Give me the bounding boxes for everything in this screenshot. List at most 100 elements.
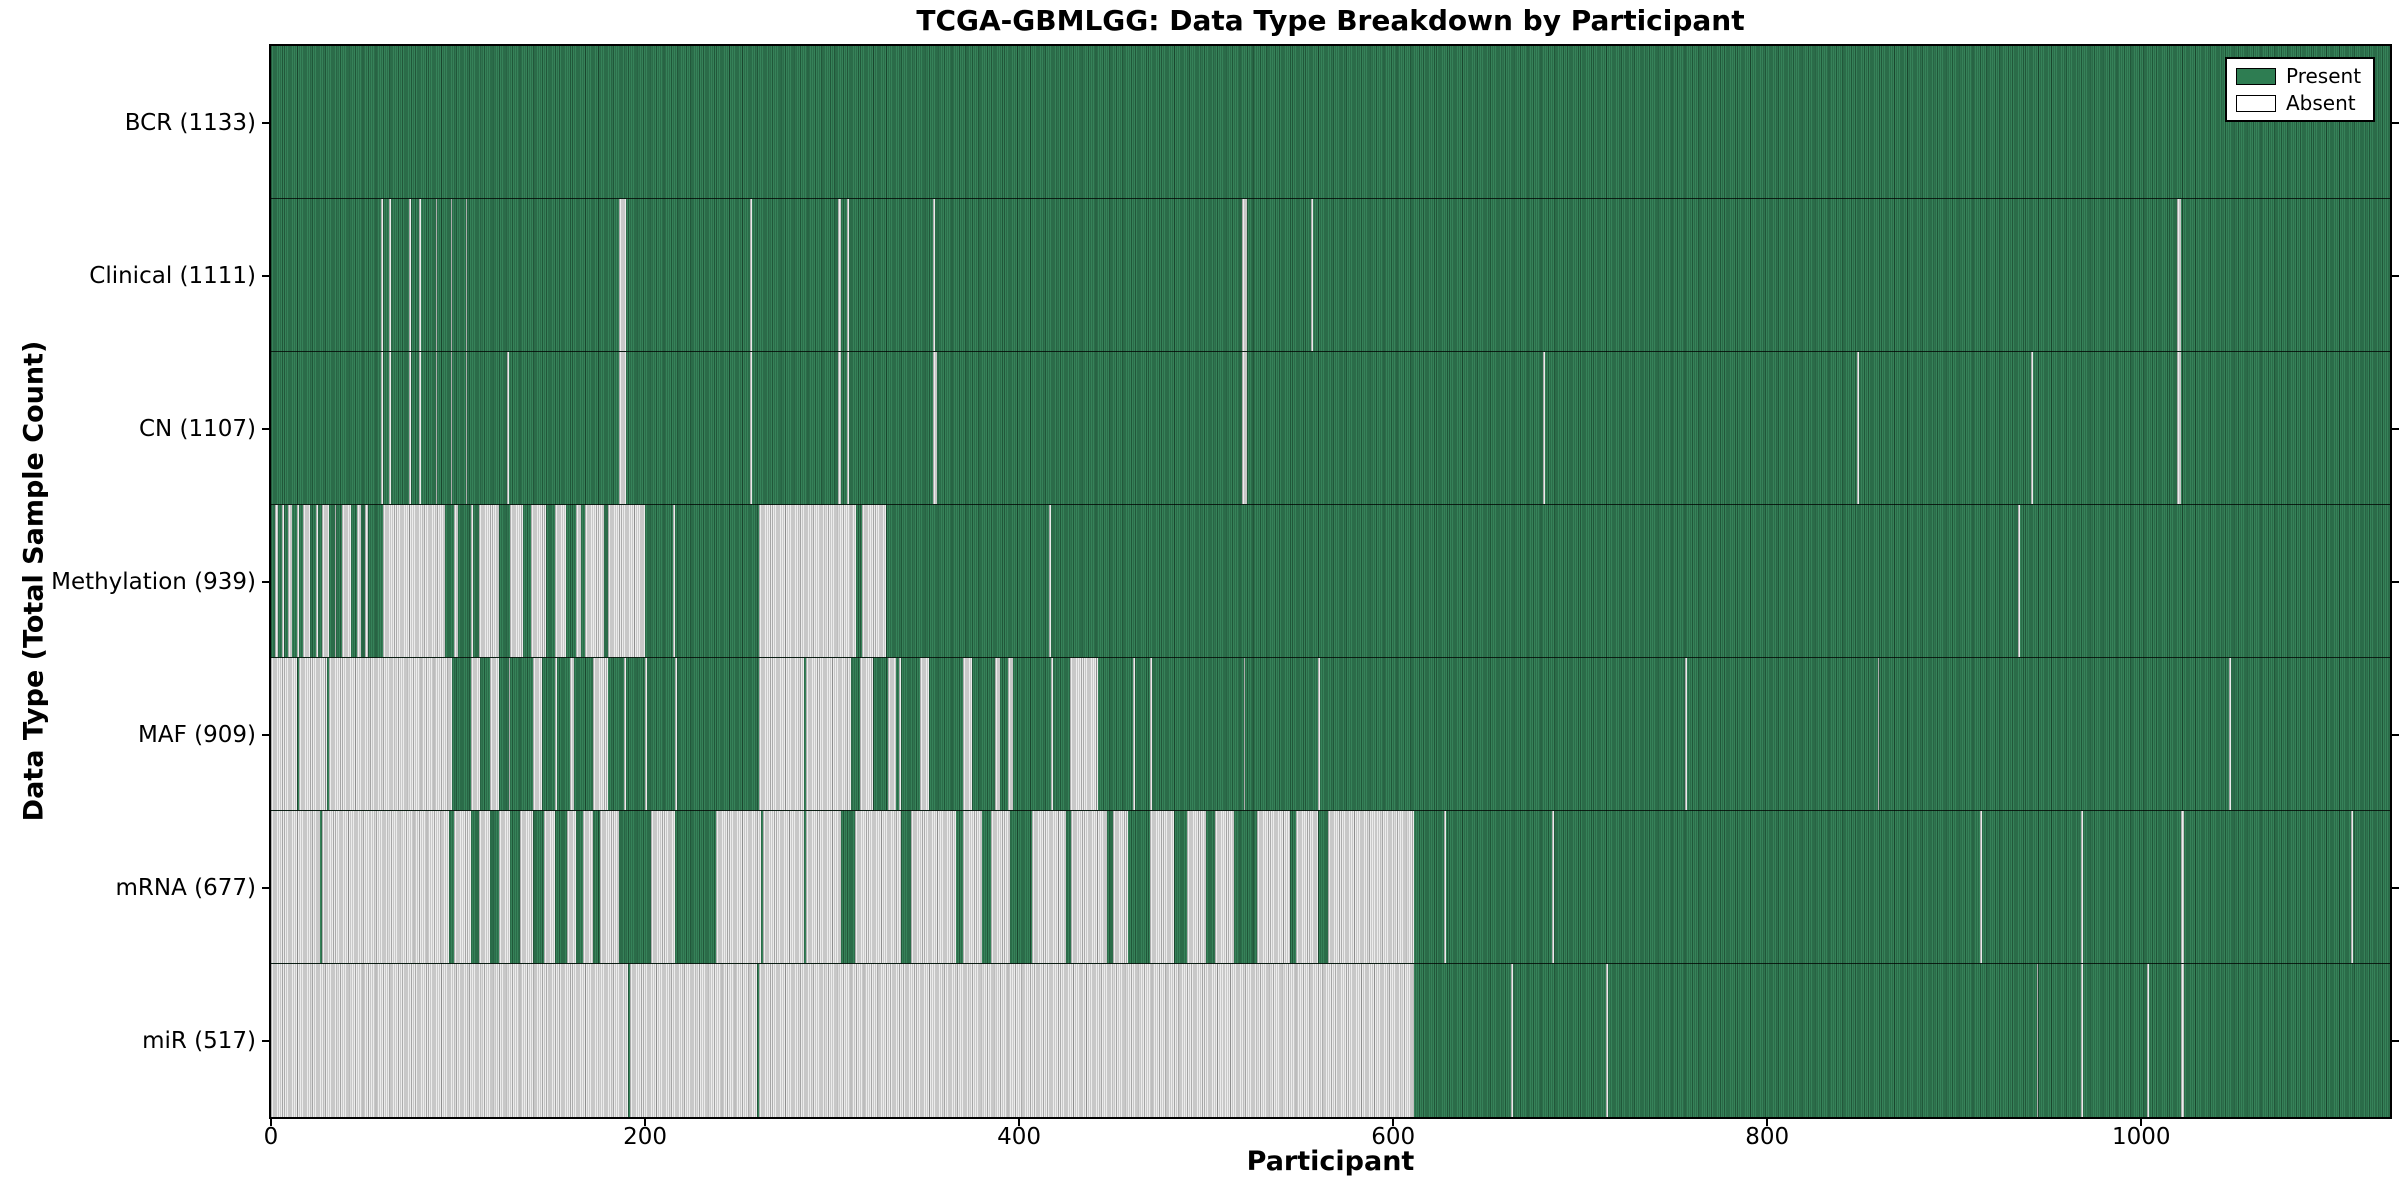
absent-segment — [383, 505, 445, 657]
absent-segment — [991, 811, 1010, 963]
chart-title: TCGA-GBMLGG: Data Type Breakdown by Part… — [916, 4, 1745, 37]
absent-segment — [674, 658, 677, 810]
absent-segment — [1256, 811, 1291, 963]
absent-segment — [1112, 811, 1128, 963]
absent-segment — [465, 199, 468, 351]
absent-segment — [583, 811, 593, 963]
absent-segment — [454, 811, 472, 963]
absent-segment — [933, 199, 935, 351]
row-mir — [271, 964, 2390, 1117]
absent-segment — [762, 811, 805, 963]
absent-segment — [489, 658, 500, 810]
absent-segment — [805, 811, 842, 963]
y-tick-mark — [262, 274, 269, 277]
absent-segment — [1310, 199, 1313, 351]
absent-segment — [299, 658, 328, 810]
legend-item-absent: Absent — [2236, 93, 2364, 113]
absent-segment — [450, 352, 453, 504]
absent-segment — [759, 505, 857, 657]
legend-label-absent: Absent — [2286, 91, 2356, 115]
absent-segment — [530, 505, 546, 657]
absent-segment — [645, 658, 647, 810]
absent-segment — [575, 505, 582, 657]
x-tick-mark — [1018, 1119, 1021, 1126]
y-tick-mark — [262, 121, 269, 124]
row-cn — [271, 352, 2390, 505]
absent-segment — [510, 505, 524, 657]
absent-segment — [388, 352, 391, 504]
x-tick-label: 800 — [1745, 1124, 1790, 1150]
x-tick-mark — [270, 1119, 272, 1126]
absent-segment — [1032, 811, 1066, 963]
x-tick-label: 1000 — [2111, 1124, 2171, 1150]
legend-label-present: Present — [2286, 64, 2362, 88]
absent-segment — [418, 199, 421, 351]
plot-area — [269, 44, 2392, 1119]
absent-segment — [321, 505, 329, 657]
absent-segment — [471, 505, 473, 657]
absent-segment — [1007, 658, 1014, 810]
absent-segment — [994, 658, 1001, 810]
absent-segment — [409, 199, 412, 351]
absent-segment — [274, 505, 279, 657]
y-tick-mark — [2392, 733, 2399, 736]
absent-segment — [2146, 964, 2149, 1117]
absent-segment — [618, 352, 627, 504]
absent-segment — [888, 658, 896, 810]
absent-segment — [2180, 811, 2185, 963]
absent-segment — [837, 199, 842, 351]
absent-segment — [465, 352, 468, 504]
absent-segment — [854, 811, 902, 963]
absent-segment — [919, 658, 930, 810]
absent-segment — [1327, 811, 1414, 963]
absent-segment — [618, 199, 627, 351]
absent-segment — [2176, 199, 2181, 351]
absent-segment — [592, 658, 608, 810]
row-methylation — [271, 505, 2390, 658]
absent-segment — [506, 352, 509, 504]
absent-segment — [271, 658, 298, 810]
y-tick-mark — [262, 733, 269, 736]
absent-segment — [2030, 352, 2033, 504]
absent-segment — [519, 811, 533, 963]
absent-segment — [388, 199, 391, 351]
absent-segment — [962, 811, 982, 963]
absent-segment — [342, 505, 352, 657]
absent-segment — [532, 658, 543, 810]
absent-segment — [454, 505, 459, 657]
absent-segment — [1150, 811, 1175, 963]
y-tick-label: BCR (1133) — [124, 109, 256, 136]
absent-segment — [450, 199, 453, 351]
absent-segment — [607, 505, 646, 657]
x-tick-label: 600 — [1371, 1124, 1416, 1150]
y-tick-mark — [2392, 580, 2399, 583]
absent-segment — [1241, 352, 1248, 504]
absent-segment — [600, 811, 619, 963]
x-tick-mark — [1766, 1119, 1769, 1126]
absent-segment — [435, 199, 438, 351]
absent-segment — [471, 658, 481, 810]
absent-segment — [435, 352, 438, 504]
absent-segment — [847, 199, 849, 351]
absent-segment — [2017, 505, 2020, 657]
x-tick-mark — [644, 1119, 647, 1126]
y-tick-label: CN (1107) — [138, 415, 256, 442]
absent-segment — [1215, 811, 1235, 963]
absent-segment — [910, 811, 956, 963]
y-tick-mark — [262, 886, 269, 889]
y-tick-label: MAF (909) — [138, 721, 256, 748]
y-tick-mark — [2392, 427, 2399, 430]
absent-segment — [409, 352, 412, 504]
absent-segment — [271, 811, 320, 963]
absent-segment — [1133, 658, 1136, 810]
y-tick-mark — [262, 427, 269, 430]
absent-segment — [847, 352, 849, 504]
absent-segment — [287, 505, 292, 657]
x-tick-label: 200 — [623, 1124, 667, 1150]
absent-segment — [860, 658, 874, 810]
absent-segment — [716, 811, 761, 963]
x-tick-label: 0 — [263, 1124, 279, 1150]
absent-segment — [334, 505, 337, 657]
absent-segment — [566, 811, 576, 963]
absent-segment — [1684, 658, 1687, 810]
